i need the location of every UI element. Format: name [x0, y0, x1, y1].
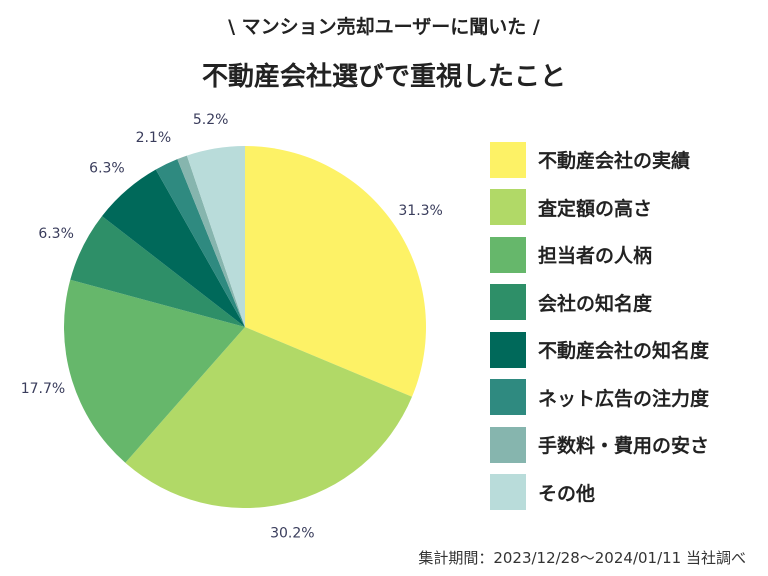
data-label: 5.2%: [193, 112, 229, 128]
data-label: 31.3%: [398, 203, 442, 219]
legend-item: ネット広告の注力度: [490, 374, 709, 422]
legend-swatch: [490, 474, 526, 511]
data-label: 6.3%: [38, 226, 74, 242]
pie-slice: [186, 146, 245, 327]
legend-label: 担当者の人柄: [538, 245, 653, 268]
pie-slice: [177, 155, 245, 327]
data-label: 6.3%: [89, 160, 125, 176]
chart-title: 不動産会社選びで重視したこと: [201, 62, 566, 92]
legend-item: 手数料・費用の安さ: [490, 421, 709, 469]
footer-note: 集計期間：2023/12/28〜2024/01/11 当社調べ: [418, 549, 746, 567]
pie-slice: [101, 169, 246, 327]
pie-slice: [245, 146, 426, 397]
legend-swatch: [490, 189, 526, 226]
legend-label: 査定額の高さ: [538, 197, 653, 220]
legend-label: 不動産会社の実績: [538, 150, 691, 173]
legend-swatch: [490, 331, 526, 368]
legend-label: 不動産会社の知名度: [538, 340, 710, 363]
legend-swatch: [490, 379, 526, 416]
legend-item: 担当者の人柄: [490, 231, 709, 279]
legend-label: 会社の知名度: [538, 292, 653, 315]
pie-slice: [155, 159, 245, 327]
legend-item: 不動産会社の知名度: [490, 326, 709, 374]
chart-subtitle: \ マンション売却ユーザーに聞いた /: [228, 16, 540, 38]
legend: 不動産会社の実績 査定額の高さ 担当者の人柄 会社の知名度不動産会社の知名度 ネット広告…: [490, 136, 709, 516]
legend-label: ネット広告の注力度: [538, 387, 710, 410]
legend-swatch: [490, 426, 526, 463]
data-label: 30.2%: [270, 526, 314, 542]
legend-label: その他: [538, 482, 596, 505]
legend-swatch: [490, 141, 526, 178]
pie-slice: [63, 279, 245, 463]
pie-slice: [70, 216, 245, 327]
data-label: 2.1%: [136, 130, 172, 146]
legend-item: その他: [490, 469, 709, 517]
legend-item: 査定額の高さ: [490, 184, 709, 232]
legend-swatch: [490, 236, 526, 273]
legend-item: 不動産会社の実績: [490, 136, 709, 184]
legend-item: 会社の知名度: [490, 279, 709, 327]
legend-label: 手数料・費用の安さ: [538, 435, 710, 458]
legend-swatch: [490, 284, 526, 321]
pie-slice: [125, 327, 413, 508]
data-label: 17.7%: [21, 381, 65, 397]
